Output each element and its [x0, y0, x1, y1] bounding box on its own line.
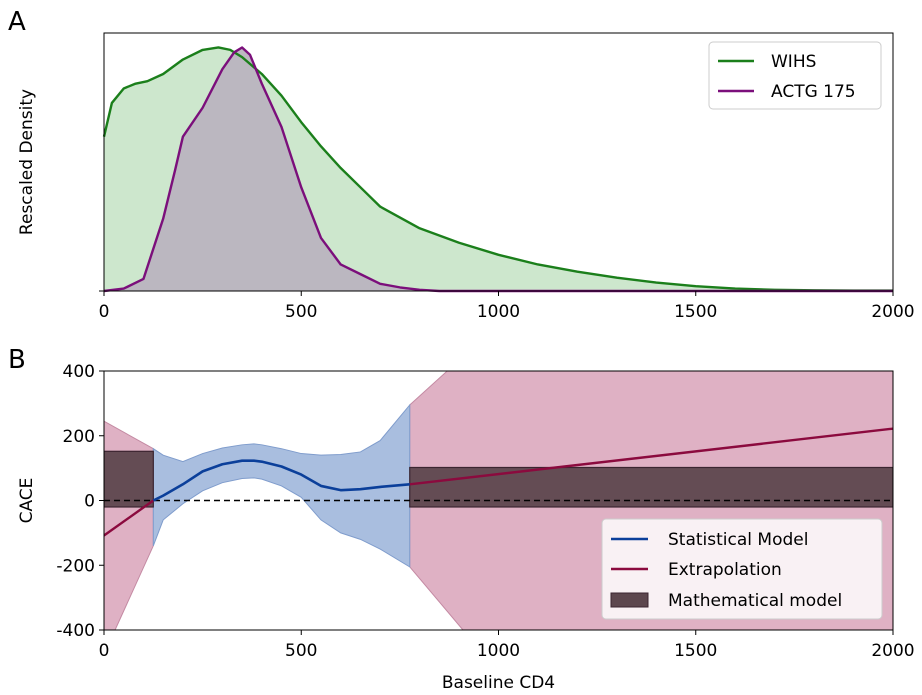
legend-label-b: Statistical Model [668, 530, 808, 550]
x-tick-label-a: 1500 [674, 302, 717, 322]
x-tick-label-b: 1000 [477, 641, 520, 661]
panel-a: 0 500 1000 1500 2000 Rescaled Density A WIHS ACT… [8, 7, 915, 322]
legend-label-b: Extrapolation [668, 560, 782, 580]
x-tick-label-a: 1000 [477, 302, 520, 322]
y-tick-label-b: 0 [84, 492, 95, 512]
x-tick-label-a: 500 [285, 302, 317, 322]
y-tick-label-b: -200 [56, 556, 95, 576]
legend-label-a: ACTG 175 [771, 82, 856, 102]
x-tick-label-b: 0 [99, 641, 110, 661]
y-axis-label-a: Rescaled Density [17, 89, 37, 235]
statistical-band [153, 405, 409, 567]
legend-a: WIHS ACTG 175 [709, 42, 881, 109]
legend-label-b: Mathematical model [668, 591, 842, 611]
x-axis-label-b: Baseline CD4 [442, 673, 555, 693]
legend-b: Statistical Model Extrapolation Mathematic… [602, 519, 882, 619]
y-axis-label-b: CACE [17, 478, 37, 524]
y-tick-label-b: 400 [63, 362, 95, 382]
legend-swatch-b [611, 593, 648, 607]
x-tick-label-b: 500 [285, 641, 317, 661]
mathematical-model-rect-1 [410, 467, 893, 506]
legend-label-a: WIHS [771, 52, 816, 72]
x-tick-label-a: 2000 [871, 302, 914, 322]
panel-label-b: B [8, 345, 26, 375]
panel-label-a: A [8, 7, 26, 37]
y-tick-label-b: -400 [56, 621, 95, 641]
x-tick-label-a: 0 [99, 302, 110, 322]
x-tick-label-b: 2000 [871, 641, 914, 661]
x-tick-label-b: 1500 [674, 641, 717, 661]
y-tick-label-b: 200 [63, 427, 95, 447]
mathematical-model-rect-0 [104, 451, 153, 507]
